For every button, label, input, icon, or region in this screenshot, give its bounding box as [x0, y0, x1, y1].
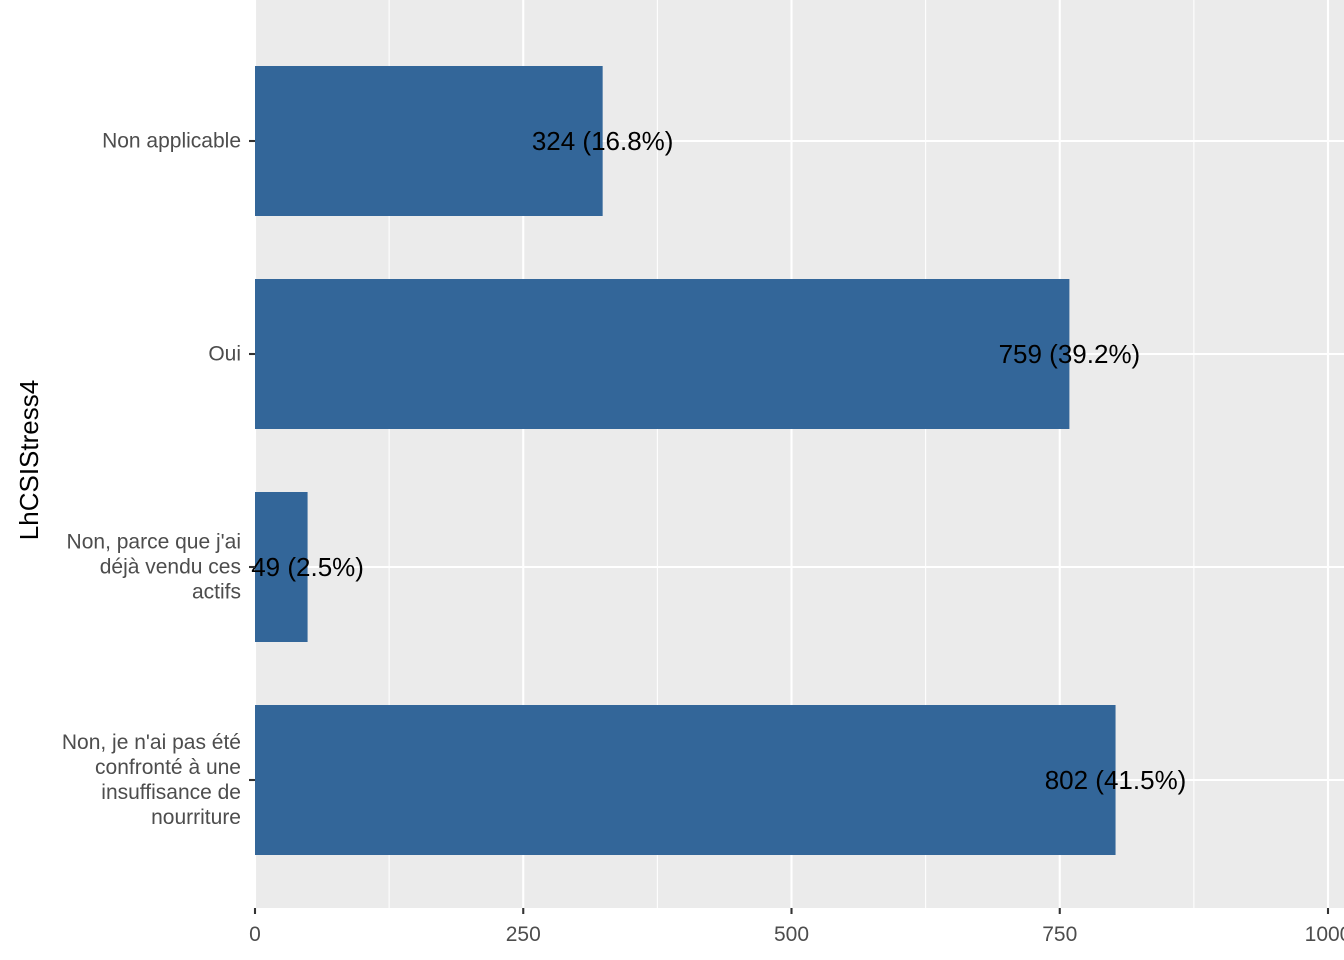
- bar: [255, 705, 1116, 855]
- data-label: 802 (41.5%): [1045, 765, 1187, 795]
- data-label: 324 (16.8%): [532, 126, 674, 156]
- data-label: 49 (2.5%): [251, 552, 364, 582]
- bar: [255, 66, 603, 216]
- x-tick-label: 500: [774, 923, 809, 946]
- data-labels: 324 (16.8%) 759 (39.2%) 49 (2.5%) 802 (41.5…: [251, 126, 1186, 795]
- data-label: 759 (39.2%): [999, 339, 1141, 369]
- x-axis: 0 250 500 750 1000: [249, 908, 1344, 946]
- bar: [255, 492, 308, 642]
- x-tick-label: 1000: [1305, 923, 1344, 946]
- y-tick-label: Oui: [208, 343, 241, 366]
- y-tick-label: Non, je n'ai pas été confronté à une insuf…: [62, 731, 241, 829]
- y-tick-label: Non applicable: [102, 130, 241, 153]
- bar: [255, 279, 1070, 429]
- y-axis: Non applicable Oui Non, parce que j'ai déjà…: [62, 130, 255, 829]
- y-tick-label: Non, parce que j'ai déjà vendu ces actifs: [67, 531, 241, 604]
- x-tick-label: 250: [506, 923, 541, 946]
- x-tick-label: 750: [1042, 923, 1077, 946]
- x-tick-label: 0: [249, 923, 261, 946]
- y-axis-title: LhCSIStress4: [14, 380, 44, 540]
- bars: [255, 66, 1116, 855]
